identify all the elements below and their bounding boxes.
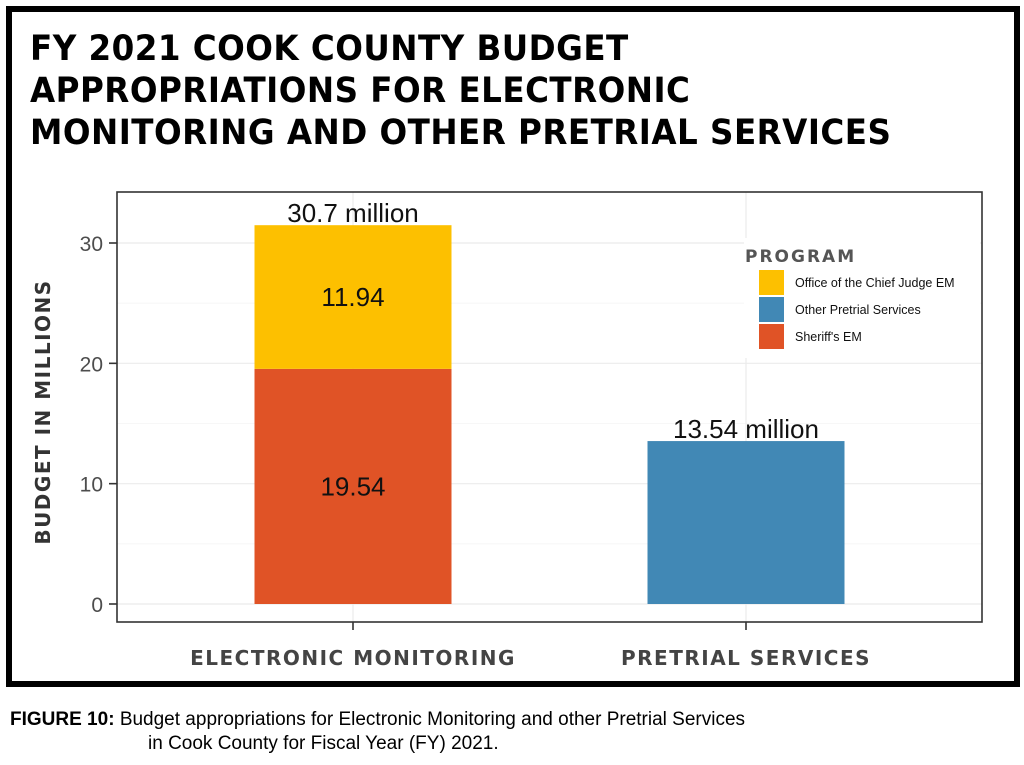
y-tick-label: 0 [91, 594, 103, 617]
title-line-2: APPROPRIATIONS FOR ELECTRONIC [30, 71, 691, 111]
x-tick-label: PRETRIAL SERVICES [621, 646, 871, 670]
caption-line-1: Budget appropriations for Electronic Mon… [119, 709, 746, 730]
legend-entry-label: Other Pretrial Services [795, 303, 921, 317]
bars [254, 225, 845, 604]
bar-segment-other-pretrial-services [647, 441, 845, 604]
caption-line-2: in Cook County for Fiscal Year (FY) 2021… [148, 733, 499, 754]
segment-value-label: 11.94 [321, 282, 384, 312]
chart-title: FY 2021 COOK COUNTY BUDGET APPROPRIATION… [30, 28, 941, 154]
data-labels: 19.54 11.94 30.7 million 13.54 million [287, 198, 819, 501]
legend-key-swatch [759, 270, 784, 295]
y-tick-label: 20 [80, 353, 103, 376]
y-tick-label: 30 [80, 233, 103, 256]
title-line-3: MONITORING AND OTHER PRETRIAL SERVICES [30, 113, 892, 153]
x-tick-label: ELECTRONIC MONITORING [190, 646, 516, 670]
axes: 0 10 20 30 ELECTRONIC MONITORING PRETRIAL SER… [80, 233, 871, 670]
legend-entry-label: Sheriff's EM [795, 330, 862, 344]
legend-title: PROGRAM [745, 247, 856, 267]
legend-entry-label: Office of the Chief Judge EM [795, 276, 955, 290]
y-tick-label: 10 [80, 474, 103, 497]
legend-key-swatch [759, 324, 784, 349]
y-axis-title: BUDGET IN MILLIONS [31, 279, 55, 544]
segment-value-label: 19.54 [320, 471, 385, 501]
plot-panel-border [116, 191, 983, 623]
legend-key-swatch [759, 297, 784, 322]
total-value-label: 13.54 million [673, 414, 819, 444]
bar-segment-office-of-the-chief-judge-em [254, 225, 452, 369]
title-line-1: FY 2021 COOK COUNTY BUDGET [30, 29, 629, 69]
total-value-label: 30.7 million [287, 198, 419, 228]
figure-caption: FIGURE 10: Budget appropriations for Ele… [10, 708, 1010, 756]
legend: PROGRAM Office of the Chief Judge EM Other… [744, 238, 980, 358]
bar-segment-sheriff-s-em [254, 368, 452, 604]
caption-lead: FIGURE 10: [10, 709, 115, 730]
